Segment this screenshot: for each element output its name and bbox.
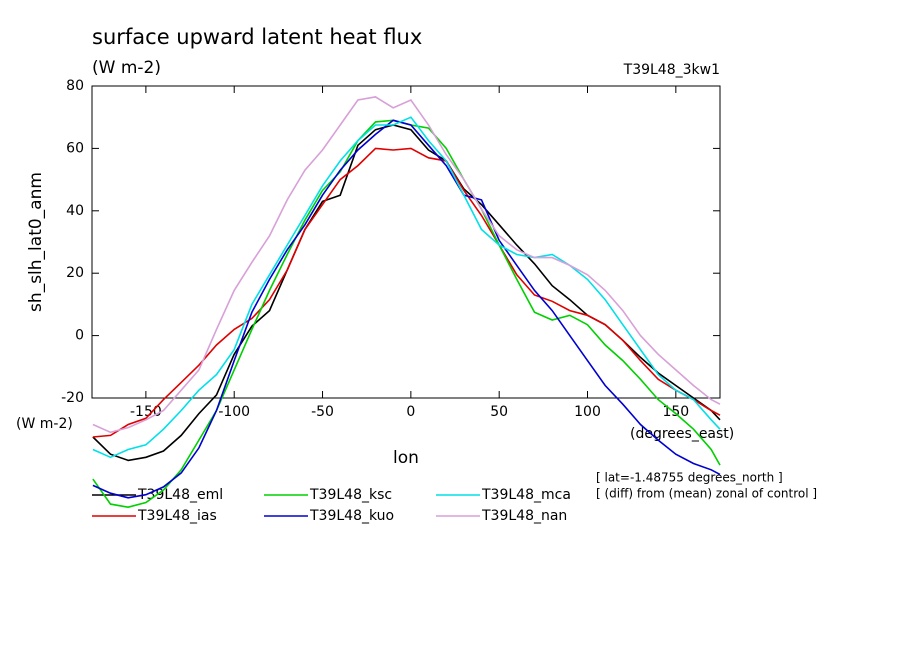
legend-label: T39L48_ksc	[309, 487, 392, 503]
series-line	[92, 147, 721, 438]
legend-label: T39L48_kuo	[309, 508, 394, 524]
x-axis-label: lon	[393, 448, 419, 468]
series-line	[92, 96, 721, 434]
y-units: (W m-2)	[16, 416, 73, 432]
y-axis-label: sh_slh_lat0_anm	[26, 172, 46, 312]
series-line	[92, 119, 721, 499]
y-tick-label: 20	[66, 265, 84, 281]
y-tick-label: 60	[66, 140, 84, 156]
legend-label: T39L48_ias	[137, 508, 217, 524]
y-tick-label: -20	[61, 390, 84, 406]
x-tick-label: -100	[218, 404, 250, 420]
annotation: [ (diff) from (mean) zonal of control ]	[596, 487, 817, 501]
y-tick-label: 0	[75, 328, 84, 344]
x-tick-label: -50	[311, 404, 334, 420]
x-tick-label: 100	[574, 404, 601, 420]
legend-label: T39L48_eml	[137, 487, 223, 503]
x-tick-label: 50	[490, 404, 508, 420]
legend-label: T39L48_nan	[481, 508, 567, 524]
run-label: T39L48_3kw1	[623, 62, 720, 78]
annotation: [ lat=-1.48755 degrees_north ]	[596, 471, 783, 485]
plot-frame	[91, 85, 721, 399]
x-tick-label: 0	[406, 404, 415, 420]
y-tick-label: 40	[66, 203, 84, 219]
series-line	[92, 116, 721, 459]
chart-subtitle: (W m-2)	[92, 58, 161, 78]
chart-title: surface upward latent heat flux	[92, 25, 422, 49]
legend-label: T39L48_mca	[481, 487, 571, 503]
y-tick-label: 80	[66, 78, 84, 94]
